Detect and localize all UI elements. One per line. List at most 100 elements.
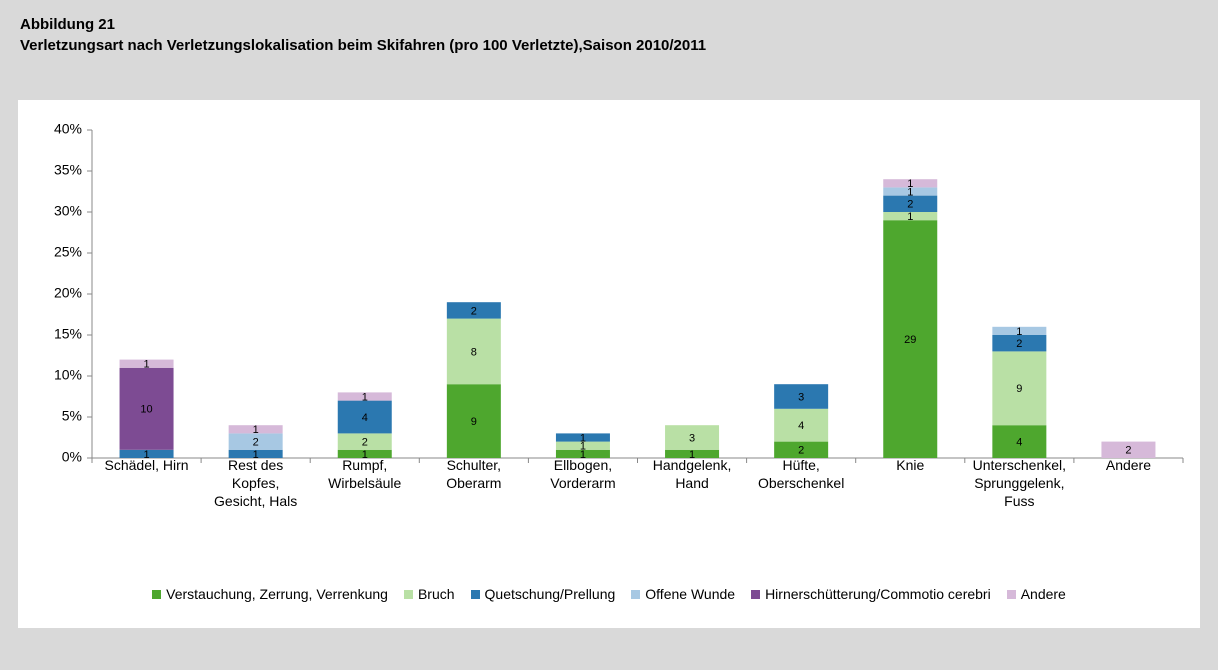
bar-segment [555, 441, 610, 450]
x-tick-label: Rest des Kopfes, Gesicht, Hals [214, 457, 298, 509]
bar-segment [555, 433, 610, 442]
legend-label: Verstauchung, Zerrung, Verrenkung [166, 586, 388, 602]
y-tick-label: 0% [62, 449, 82, 465]
data-label: 3 [798, 391, 804, 403]
legend-item: Offene Wunde [631, 586, 735, 602]
legend: Verstauchung, Zerrung, Verrenkung Bruch Qu… [18, 586, 1200, 602]
y-tick-label: 30% [54, 203, 82, 219]
bar-segment [119, 367, 174, 450]
legend-label: Bruch [417, 586, 455, 602]
data-label: 2 [907, 199, 913, 211]
x-tick-label: Knie [896, 457, 925, 473]
chart-title: Verletzungsart nach Verletzungslokalisat… [20, 37, 707, 54]
bar-segment [446, 384, 501, 458]
data-label: 4 [798, 420, 804, 432]
bar-segment [337, 433, 392, 450]
bar-segment [228, 425, 283, 434]
legend-swatch [470, 589, 480, 599]
legend-swatch [403, 589, 413, 599]
bar-segment [883, 220, 938, 458]
legend-label: Andere [1020, 586, 1066, 602]
legend-item: Andere [1006, 586, 1066, 602]
bar-segment [1101, 441, 1156, 458]
data-label: 1 [143, 449, 149, 461]
chart-panel: 0% 5% 10% 15% 20% 25% 30% 35% 40% 1 10 1 1 2 1 1 2 4 1 9 8 2 1… [18, 100, 1200, 628]
header: Abbildung 21 Verletzungsart nach Verletz… [20, 14, 706, 56]
y-tick-label: 25% [54, 244, 82, 260]
y-tick-label: 35% [54, 162, 82, 178]
data-label: 1 [907, 178, 913, 190]
data-label: 1 [689, 449, 695, 461]
x-tick-label: Schulter, Oberarm [446, 457, 502, 491]
data-label: 1 [1016, 326, 1022, 338]
data-label: 2 [362, 437, 368, 449]
x-tick-label: Hüfte, Oberschenkel [757, 457, 845, 491]
data-label: 1 [580, 449, 586, 461]
data-label: 1 [907, 186, 913, 198]
x-tick-label: Unterschenkel, Sprunggelenk, Fuss [972, 457, 1067, 509]
legend-item: Bruch [403, 586, 455, 602]
bar-segment [883, 212, 938, 221]
bar-segment [992, 335, 1047, 352]
bar-segment [774, 384, 829, 409]
bar-segment [992, 351, 1047, 426]
bar-segment [446, 318, 501, 385]
legend-item: Verstauchung, Zerrung, Verrenkung [152, 586, 388, 602]
data-label: 1 [362, 449, 368, 461]
legend-label: Hirnerschütterung/Commotio cerebri [765, 586, 991, 602]
bar-segment [883, 179, 938, 188]
y-tick-label: 40% [54, 121, 82, 137]
data-label: 1 [362, 391, 368, 403]
legend-label: Quetschung/Prellung [484, 586, 616, 602]
data-label: 8 [471, 346, 477, 358]
data-label: 2 [1016, 338, 1022, 350]
bar-segment [883, 195, 938, 212]
legend-swatch [631, 589, 641, 599]
data-label: 4 [362, 412, 368, 424]
data-label: 1 [253, 424, 259, 436]
data-label: 2 [798, 445, 804, 457]
y-tick-label: 15% [54, 326, 82, 342]
bar-segment [992, 326, 1047, 335]
data-label: 1 [143, 359, 149, 371]
data-label: 9 [1016, 383, 1022, 395]
data-label: 4 [1016, 437, 1022, 449]
bar-segment [555, 449, 610, 458]
legend-swatch [1006, 589, 1016, 599]
data-label: 1 [907, 211, 913, 223]
bar-segment [774, 408, 829, 442]
data-label: 2 [1125, 445, 1131, 457]
bar-segment [883, 187, 938, 196]
data-label: 10 [140, 404, 152, 416]
legend-item: Hirnerschütterung/Commotio cerebri [751, 586, 991, 602]
bar-segment [446, 302, 501, 319]
data-label: 1 [580, 441, 586, 453]
bar-segment [119, 359, 174, 368]
data-label: 1 [253, 449, 259, 461]
figure-number: Abbildung 21 [20, 16, 115, 33]
bar-segment [337, 392, 392, 401]
bar-segment [337, 400, 392, 434]
y-tick-label: 10% [54, 367, 82, 383]
bar-segment [337, 449, 392, 458]
bar-segment [665, 449, 720, 458]
bar-segment [228, 433, 283, 450]
legend-swatch [152, 589, 162, 599]
legend-label: Offene Wunde [645, 586, 736, 602]
bar-segment [774, 441, 829, 458]
x-tick-label: Rumpf, Wirbelsäule [328, 457, 402, 491]
data-label: 2 [253, 437, 259, 449]
y-tick-label: 20% [54, 285, 82, 301]
legend-item: Quetschung/Prellung [470, 586, 616, 602]
bar-segment [992, 425, 1047, 458]
data-label: 1 [580, 432, 586, 444]
data-label: 3 [689, 432, 695, 444]
x-tick-label: Ellbogen, Vorderarm [550, 457, 616, 491]
x-tick-label: Schädel, Hirn [104, 457, 189, 473]
chart: 0%5%10%15%20%25%30%35%40%110112112419821… [54, 121, 1184, 465]
data-label: 9 [471, 416, 477, 428]
data-label: 2 [471, 305, 477, 317]
x-tick-label: Andere [1105, 457, 1152, 473]
bar-segment [665, 425, 720, 450]
